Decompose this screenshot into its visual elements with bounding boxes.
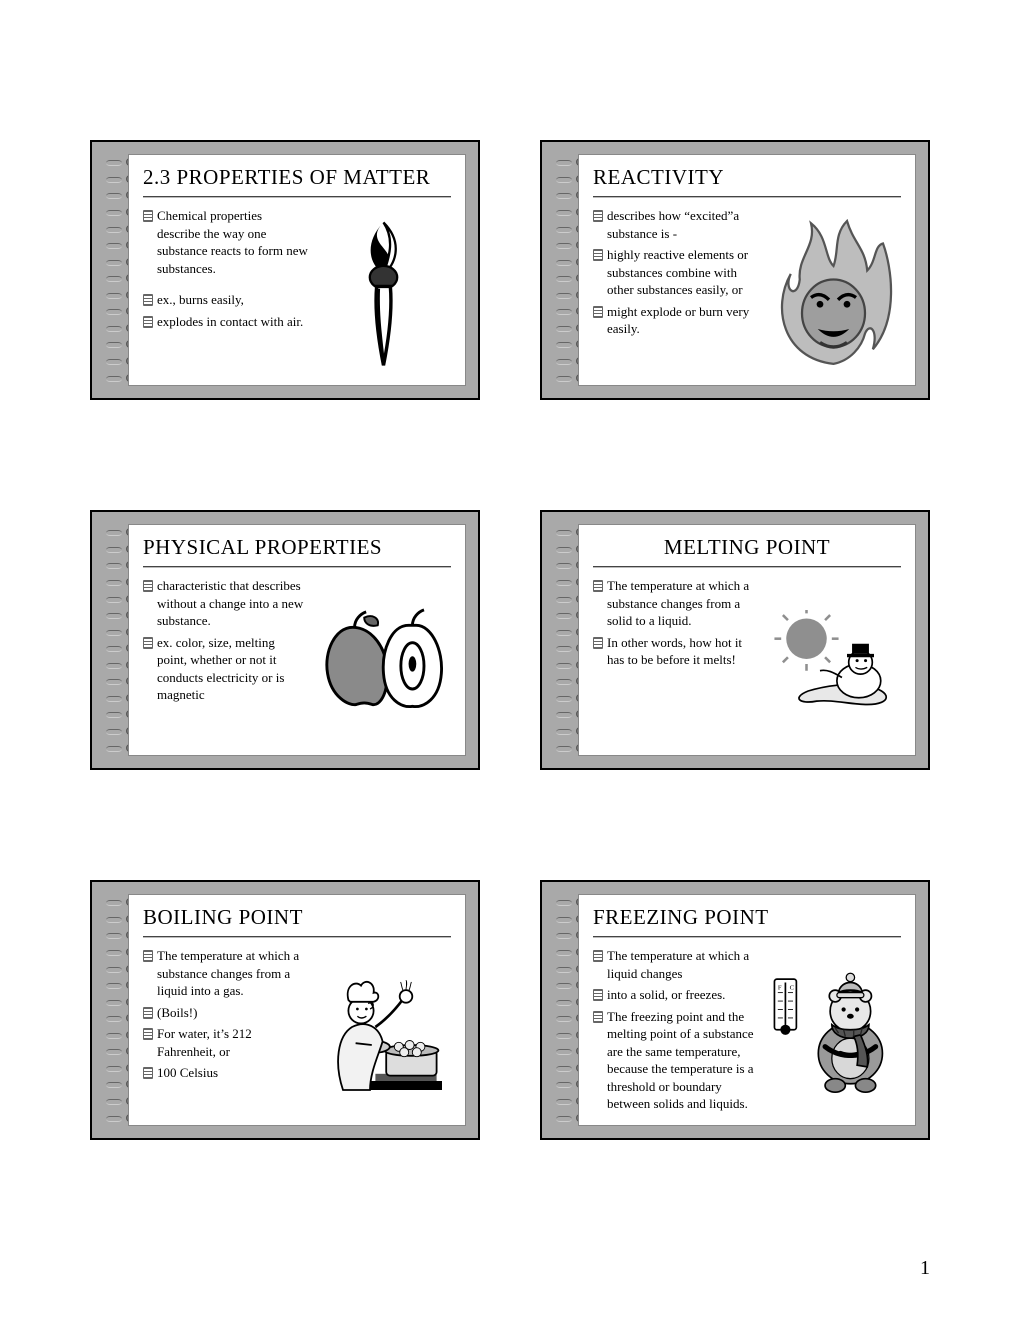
slide-inner: PHYSICAL PROPERTIES characteristic that … xyxy=(128,524,466,756)
page-number: 1 xyxy=(920,1257,930,1280)
bullet: The temperature at which a substance cha… xyxy=(143,947,308,1000)
slide-3: PHYSICAL PROPERTIES characteristic that … xyxy=(90,510,480,770)
fire-face-icon xyxy=(766,207,901,375)
slide-6: FREEZING POINT The temperature at which … xyxy=(540,880,930,1140)
chef-icon xyxy=(316,947,451,1115)
slide-bullets: characteristic that describes without a … xyxy=(143,577,308,745)
slide-bullets: The temperature at which a substance cha… xyxy=(143,947,308,1115)
slide-title: PHYSICAL PROPERTIES xyxy=(143,535,451,567)
slide-title: 2.3 PROPERTIES OF MATTER xyxy=(143,165,451,197)
bullet: Chemical properties describe the way one… xyxy=(143,207,308,277)
svg-text:F: F xyxy=(778,984,782,991)
slide-bullets: describes how “excited”a substance is - … xyxy=(593,207,758,375)
bullet: In other words, how hot it has to be bef… xyxy=(593,634,758,669)
bullet: into a solid, or freezes. xyxy=(593,986,758,1004)
slide-4: MELTING POINT The temperature at which a… xyxy=(540,510,930,770)
slide-title: MELTING POINT xyxy=(593,535,901,567)
bullet: characteristic that describes without a … xyxy=(143,577,308,630)
bullet: The temperature at which a substance cha… xyxy=(593,577,758,630)
slide-title: REACTIVITY xyxy=(593,165,901,197)
slide-2: REACTIVITY describes how “excited”a subs… xyxy=(540,140,930,400)
melting-snowman-icon xyxy=(766,577,901,745)
bullet: (Boils!) xyxy=(143,1004,308,1022)
slide-inner: 2.3 PROPERTIES OF MATTER Chemical proper… xyxy=(128,154,466,386)
svg-text:C: C xyxy=(790,984,795,991)
bullet: ex. color, size, melting point, whether … xyxy=(143,634,308,704)
apple-icon xyxy=(316,577,451,745)
slide-bullets: Chemical properties describe the way one… xyxy=(143,207,308,375)
slide-inner: BOILING POINT The temperature at which a… xyxy=(128,894,466,1126)
bullet: 100 Celsius xyxy=(143,1064,308,1082)
slide-inner: FREEZING POINT The temperature at which … xyxy=(578,894,916,1126)
handout-page: 2.3 PROPERTIES OF MATTER Chemical proper… xyxy=(0,0,1020,1320)
bullet: For water, it’s 212 Fahrenheit, or xyxy=(143,1025,308,1060)
slide-inner: MELTING POINT The temperature at which a… xyxy=(578,524,916,756)
slide-inner: REACTIVITY describes how “excited”a subs… xyxy=(578,154,916,386)
bullet: describes how “excited”a substance is - xyxy=(593,207,758,242)
bullet: The temperature at which a liquid change… xyxy=(593,947,758,982)
bullet: highly reactive elements or substances c… xyxy=(593,246,758,299)
match-icon xyxy=(316,207,451,375)
bullet: might explode or burn very easily. xyxy=(593,303,758,338)
slide-bullets: The temperature at which a substance cha… xyxy=(593,577,758,745)
bullet: ex., burns easily, xyxy=(143,291,308,309)
slide-title: BOILING POINT xyxy=(143,905,451,937)
slide-5: BOILING POINT The temperature at which a… xyxy=(90,880,480,1140)
slide-1: 2.3 PROPERTIES OF MATTER Chemical proper… xyxy=(90,140,480,400)
slide-title: FREEZING POINT xyxy=(593,905,901,937)
slide-bullets: The temperature at which a liquid change… xyxy=(593,947,758,1117)
bullet: explodes in contact with air. xyxy=(143,313,308,331)
bullet: The freezing point and the melting point… xyxy=(593,1008,758,1113)
cold-bear-icon: FC xyxy=(766,947,901,1117)
